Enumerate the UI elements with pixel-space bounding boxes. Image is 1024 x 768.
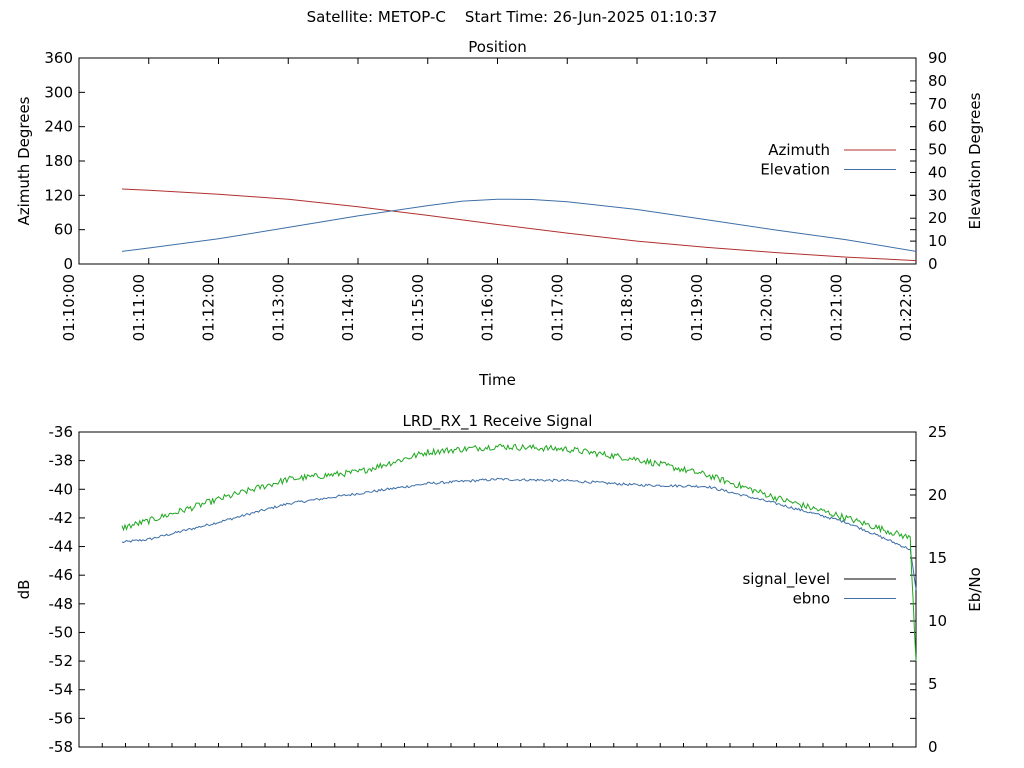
y2-tick-label: 50 [928,141,947,159]
y-tick-label: 0 [63,255,73,273]
y2-tick-label: 30 [928,186,947,204]
x-tick-label: 01:17:00 [548,274,566,341]
y-tick-label: 120 [44,186,73,204]
y2-tick-label: 10 [928,612,947,630]
y2-tick-label: 90 [928,49,947,67]
y-tick-label: -36 [49,423,74,441]
legend-label-Azimuth: Azimuth [768,141,830,159]
y2-tick-label: 40 [928,163,947,181]
y-tick-label: -42 [49,509,74,527]
y-tick-label: -52 [49,652,74,670]
y2-tick-label: 5 [928,675,938,693]
y2-tick-label: 0 [928,738,938,756]
y-tick-label: -50 [49,623,74,641]
y-tick-label: 360 [44,49,73,67]
series-line-Elevation [121,198,917,252]
x-tick-label: 01:20:00 [758,274,776,341]
x-tick-label: 01:15:00 [409,274,427,341]
y-tick-label: -54 [49,681,74,699]
x-tick-label: 01:18:00 [618,274,636,341]
series-line-ebno [121,477,917,590]
y2-tick-label: 0 [928,255,938,273]
legend-label-ebno: ebno [793,590,830,608]
y2-tick-label: 60 [928,118,947,136]
legend-label-Elevation: Elevation [760,161,830,179]
x-tick-label: 01:12:00 [200,274,218,341]
y2-axis-label-0: Elevation Degrees [966,92,984,229]
plot-frame-1 [78,431,917,748]
y-axis-label-1: dB [15,580,33,600]
y-tick-label: -40 [49,480,74,498]
chart-title-1: LRD_RX_1 Receive Signal [403,412,593,431]
y-tick-label: 300 [44,83,73,101]
y-tick-label: 240 [44,118,73,136]
x-tick-label: 01:10:00 [60,274,78,341]
x-axis-label-0: Time [478,371,516,389]
chart-title-0: Position [468,38,526,56]
y2-tick-label: 15 [928,549,947,567]
chart-main-title: Satellite: METOP-C Start Time: 26-Jun-20… [306,8,718,26]
y2-tick-label: 20 [928,209,947,227]
y-tick-label: -58 [49,738,74,756]
y-tick-label: -56 [49,709,74,727]
y2-axis-label-1: Eb/No [966,567,984,611]
x-tick-label: 01:16:00 [479,274,497,341]
x-tick-label: 01:11:00 [130,274,148,341]
series-line-trace-2 [121,443,917,662]
legend-label-signal_level: signal_level [742,570,830,589]
y-tick-label: 60 [54,221,73,239]
y-tick-label: -38 [49,452,74,470]
x-tick-label: 01:14:00 [339,274,357,341]
y2-tick-label: 10 [928,232,947,250]
y-tick-label: 180 [44,152,73,170]
y-tick-label: -48 [49,595,74,613]
y2-tick-label: 20 [928,486,947,504]
x-tick-label: 01:22:00 [897,274,915,341]
x-tick-label: 01:19:00 [688,274,706,341]
x-tick-label: 01:21:00 [827,274,845,341]
x-tick-label: 01:13:00 [269,274,287,341]
series-line-Azimuth [121,188,917,262]
y-tick-label: -46 [49,566,74,584]
y-axis-label-0: Azimuth Degrees [15,96,33,225]
y-tick-label: -44 [49,538,74,556]
y2-tick-label: 70 [928,95,947,113]
y2-tick-label: 80 [928,72,947,90]
y2-tick-label: 25 [928,423,947,441]
